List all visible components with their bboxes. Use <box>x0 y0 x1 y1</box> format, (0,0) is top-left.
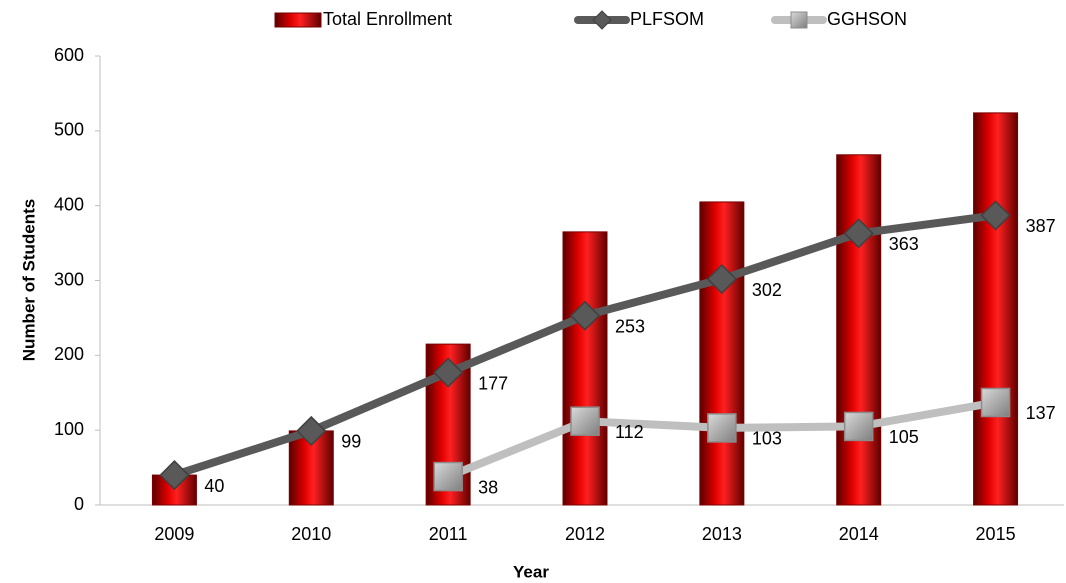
y-tick-label: 0 <box>74 494 84 514</box>
data-label: 103 <box>752 429 782 449</box>
data-label: 177 <box>478 373 508 393</box>
x-tick-label: 2013 <box>702 524 742 544</box>
x-tick-label: 2010 <box>291 524 331 544</box>
point <box>843 218 874 249</box>
y-tick-label: 600 <box>54 45 84 65</box>
data-label: 99 <box>341 432 361 452</box>
legend-marker <box>790 11 808 29</box>
point <box>980 200 1011 231</box>
point <box>843 411 874 442</box>
bar <box>836 154 882 506</box>
x-tick-label: 2009 <box>154 524 194 544</box>
y-axis-title: Number of Students <box>19 199 38 361</box>
legend-marker <box>592 10 612 30</box>
bar <box>699 201 745 506</box>
y-tick-label: 500 <box>54 120 84 140</box>
legend-label: GGHSON <box>827 9 907 29</box>
data-label: 387 <box>1026 216 1056 236</box>
bar <box>562 231 608 506</box>
data-label: 137 <box>1026 403 1056 423</box>
legend-swatch <box>274 12 322 28</box>
point <box>570 406 600 436</box>
data-label: 105 <box>889 427 919 447</box>
legend-label: PLFSOM <box>630 9 704 29</box>
point <box>159 460 190 491</box>
x-axis-title: Year <box>513 562 549 581</box>
legend-label: Total Enrollment <box>323 9 452 29</box>
point <box>707 413 737 443</box>
data-label: 112 <box>615 422 644 442</box>
data-label: 302 <box>752 280 782 300</box>
point <box>706 263 737 295</box>
bar <box>973 112 1019 506</box>
data-label: 253 <box>615 316 645 336</box>
x-tick-label: 2015 <box>976 524 1016 544</box>
point <box>980 387 1011 418</box>
y-tick-label: 300 <box>54 269 84 289</box>
data-label: 363 <box>889 234 919 254</box>
point <box>569 300 601 331</box>
x-tick-label: 2014 <box>839 524 879 544</box>
data-label: 40 <box>204 476 224 496</box>
point <box>296 415 327 446</box>
x-tick-label: 2011 <box>429 524 468 544</box>
point <box>433 357 464 388</box>
x-tick-label: 2012 <box>565 524 605 544</box>
y-tick-label: 100 <box>54 419 84 439</box>
point <box>433 461 463 492</box>
data-label: 38 <box>478 477 498 497</box>
y-tick-label: 400 <box>54 194 84 214</box>
y-tick-label: 200 <box>54 344 84 364</box>
